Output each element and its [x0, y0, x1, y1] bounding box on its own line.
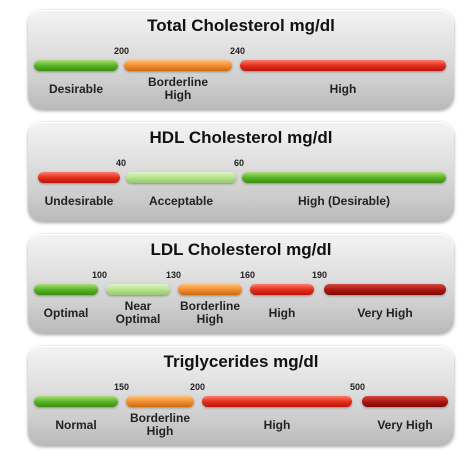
acceptable-range-bar	[126, 172, 236, 183]
borderline-high-range-bar	[124, 60, 232, 71]
near-optimal-label: Near Optimal	[106, 300, 170, 326]
tick-label: 100	[92, 270, 108, 280]
total-cholesterol-panel: Total Cholesterol mg/dl 200 240 Desirabl…	[28, 10, 454, 110]
very-high-label: Very High	[377, 418, 433, 432]
high-range-bar	[202, 396, 352, 407]
tick-label: 240	[230, 46, 246, 56]
normal-range-bar	[34, 396, 118, 407]
tick-label: 190	[312, 270, 328, 280]
high-label: High	[268, 306, 296, 320]
triglycerides-panel: Triglycerides mg/dl 150 200 500 Normal B…	[28, 346, 454, 446]
label-line: Borderline High	[147, 75, 208, 102]
tick-label: 130	[166, 270, 182, 280]
very-high-range-bar	[324, 284, 446, 295]
very-high-label: Very High	[357, 306, 413, 320]
undesirable-label: Undesirable	[44, 194, 114, 208]
optimal-label: Optimal	[43, 306, 89, 320]
tick-label: 500	[350, 382, 366, 392]
panel-title: Triglycerides mg/dl	[163, 352, 319, 371]
tick-label: 200	[114, 46, 130, 56]
panel-title: HDL Cholesterol mg/dl	[149, 128, 333, 147]
normal-label: Normal	[55, 418, 97, 432]
tick-label: 40	[116, 158, 127, 168]
label-line: Near Optimal	[115, 299, 161, 326]
tick-label: 160	[240, 270, 256, 280]
ldl-cholesterol-panel: LDL Cholesterol mg/dl 100 130 160 190 Op…	[28, 234, 454, 334]
very-high-range-bar	[362, 396, 448, 407]
high-range-bar	[240, 60, 446, 71]
undesirable-range-bar	[38, 172, 120, 183]
high-label: High	[329, 82, 357, 96]
desirable-range-bar	[34, 60, 118, 71]
borderline-high-range-bar	[178, 284, 242, 295]
high-range-bar	[250, 284, 314, 295]
borderline-high-label: Borderline High	[124, 76, 232, 102]
label-line: Borderline High	[179, 299, 240, 326]
panel-title: LDL Cholesterol mg/dl	[150, 240, 332, 259]
panel-title: Total Cholesterol mg/dl	[147, 16, 335, 35]
high-label: High	[263, 418, 291, 432]
desirable-label: Desirable	[48, 82, 104, 96]
borderline-high-range-bar	[126, 396, 194, 407]
high-desirable-label: High (Desirable)	[297, 194, 390, 208]
borderline-high-label: Borderline High	[178, 300, 242, 326]
optimal-range-bar	[34, 284, 98, 295]
label-line: Borderline High	[129, 411, 190, 438]
high-desirable-range-bar	[242, 172, 446, 183]
tick-label: 200	[190, 382, 206, 392]
hdl-cholesterol-panel: HDL Cholesterol mg/dl 40 60 Undesirable …	[28, 122, 454, 222]
tick-label: 60	[234, 158, 245, 168]
tick-label: 150	[114, 382, 130, 392]
acceptable-label: Acceptable	[148, 194, 214, 208]
near-optimal-range-bar	[106, 284, 170, 295]
borderline-high-label: Borderline High	[126, 412, 194, 438]
